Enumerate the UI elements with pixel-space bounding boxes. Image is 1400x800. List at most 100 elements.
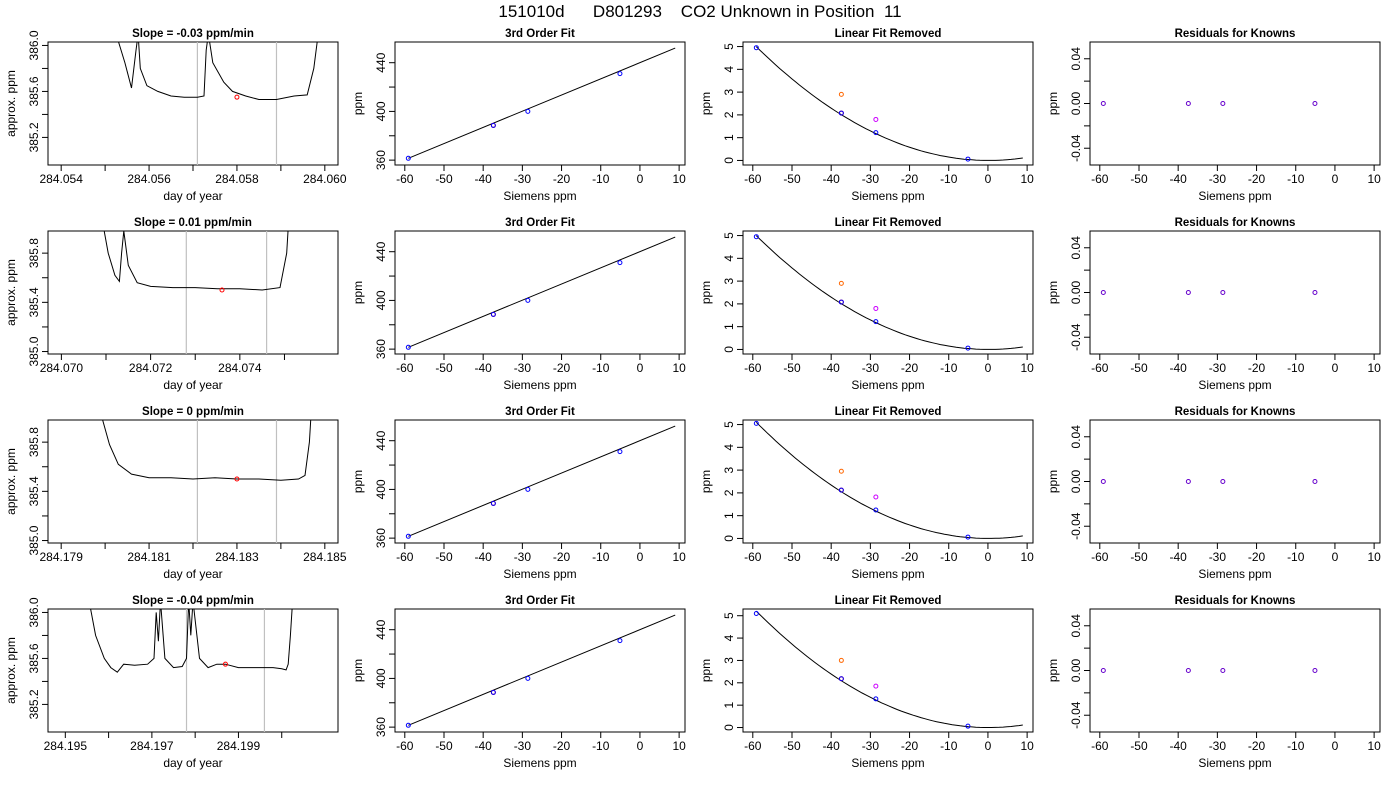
x-tick-label: -30 <box>514 739 532 753</box>
y-tick-label: 4 <box>722 66 736 73</box>
x-tick-label: 10 <box>672 172 686 186</box>
panel-row2-lin: Linear Fit Removed -60 -50 -40 -30 -20 -10 0 10 0… <box>699 217 1034 392</box>
x-tick-label: -50 <box>1130 172 1148 186</box>
data-point <box>1185 668 1191 673</box>
y-tick-label: 1 <box>722 134 736 141</box>
y-tick-label: 0.00 <box>1069 469 1083 493</box>
x-tick-label: -10 <box>592 172 610 186</box>
data-point <box>873 683 879 689</box>
panel-row1-lin: Linear Fit Removed -60 -50 -40 -30 -20 -10 0 10 0… <box>699 28 1034 203</box>
panel-row4-trace: Slope = -0.04 ppm/min 284.195 284.197 284.1… <box>4 595 339 770</box>
panel-title: Slope = 0.01 ppm/min <box>134 217 252 229</box>
x-tick-label: -20 <box>901 361 919 375</box>
data-point <box>873 319 879 325</box>
y-tick-label: 440 <box>374 241 388 261</box>
panel-title: Residuals for Knowns <box>1175 217 1296 229</box>
data-point <box>1312 479 1318 484</box>
plot-area <box>118 42 318 165</box>
data-point <box>1100 101 1106 106</box>
y-tick-label: 2 <box>722 111 736 118</box>
x-tick-label: 0 <box>637 550 644 564</box>
plot-area <box>90 609 293 732</box>
x-tick-label: -20 <box>553 172 571 186</box>
y-axis-label: ppm <box>1046 470 1060 493</box>
trace-line <box>118 42 318 100</box>
x-tick-label: -20 <box>901 739 919 753</box>
x-tick-label: -10 <box>940 361 958 375</box>
data-point <box>873 507 879 513</box>
x-tick-label: -20 <box>553 739 571 753</box>
data-point <box>1220 479 1226 484</box>
data-point <box>405 344 411 350</box>
data-point <box>753 610 759 616</box>
panel-row3-trace: Slope = 0 ppm/min 284.179 284.181 284.183 28… <box>4 406 347 581</box>
y-tick-label: 0.00 <box>1069 91 1083 115</box>
x-tick-label: 284.072 <box>129 361 173 375</box>
x-tick-label: -20 <box>1248 550 1266 564</box>
fit-line <box>408 236 676 348</box>
panel-title: Slope = -0.04 ppm/min <box>132 595 254 607</box>
data-point <box>1220 668 1226 673</box>
y-axis-label: ppm <box>351 470 365 493</box>
y-tick-label: 1 <box>722 512 736 519</box>
x-tick-label: -50 <box>783 739 801 753</box>
panel-title: 3rd Order Fit <box>505 217 575 229</box>
y-tick-label: 385.2 <box>27 689 41 719</box>
unknown-marker <box>222 661 228 667</box>
x-tick-label: 10 <box>1020 739 1034 753</box>
y-tick-label: 385.8 <box>27 427 41 457</box>
x-tick-label: 10 <box>1367 172 1381 186</box>
plot-area <box>1100 479 1318 484</box>
x-tick-label: -50 <box>783 361 801 375</box>
y-tick-label: 440 <box>374 52 388 72</box>
x-tick-label: -40 <box>823 361 841 375</box>
y-tick-label: 385.8 <box>27 238 41 268</box>
data-point <box>838 657 844 663</box>
x-tick-label: -20 <box>553 361 571 375</box>
y-tick-label: 3 <box>722 277 736 284</box>
data-point <box>525 486 531 492</box>
x-tick-label: 10 <box>1367 739 1381 753</box>
panel-row1-fit: 3rd Order Fit -60 -50 -40 -30 -20 -10 0 10 360 400… <box>351 28 686 203</box>
x-tick-label: 284.185 <box>303 550 347 564</box>
plot-area <box>405 614 676 728</box>
plot-frame <box>1089 419 1381 544</box>
data-point <box>1220 101 1226 106</box>
panel-row3-lin: Linear Fit Removed -60 -50 -40 -30 -20 -10 0 10 0… <box>699 406 1034 581</box>
x-tick-label: -40 <box>1170 361 1188 375</box>
x-tick-label: -40 <box>1170 550 1188 564</box>
page-title: 151010d D801293 CO2 Unknown in Position … <box>498 2 902 21</box>
panel-title: 3rd Order Fit <box>505 595 575 607</box>
data-point <box>965 345 971 351</box>
y-tick-label: 5 <box>722 232 736 239</box>
y-tick-label: 3 <box>722 657 736 664</box>
x-tick-label: 0 <box>985 172 992 186</box>
x-tick-label: -50 <box>435 172 453 186</box>
x-tick-label: 284.195 <box>44 739 88 753</box>
x-tick-label: 284.054 <box>39 172 83 186</box>
y-tick-label: 0 <box>722 157 736 164</box>
data-point <box>617 638 623 644</box>
unknown-marker <box>219 287 225 293</box>
x-tick-label: 0 <box>985 361 992 375</box>
x-tick-label: -50 <box>1130 361 1148 375</box>
x-tick-label: 284.058 <box>215 172 259 186</box>
x-tick-label: -60 <box>396 739 414 753</box>
x-tick-label: 10 <box>1020 172 1034 186</box>
panel-row4-fit: 3rd Order Fit -60 -50 -40 -30 -20 -10 0 10 360 400… <box>351 595 686 770</box>
x-axis-label: Siemens ppm <box>851 189 924 203</box>
x-tick-label: 284.070 <box>40 361 84 375</box>
x-tick-label: 0 <box>637 172 644 186</box>
y-axis-label: ppm <box>1046 92 1060 115</box>
x-tick-label: -30 <box>862 361 880 375</box>
y-tick-label: 5 <box>722 612 736 619</box>
data-point <box>838 280 844 286</box>
x-tick-label: -40 <box>1170 739 1188 753</box>
data-point <box>490 122 496 128</box>
y-axis-label: ppm <box>699 281 713 304</box>
y-tick-label: -0.04 <box>1069 134 1083 162</box>
y-tick-label: 400 <box>374 101 388 121</box>
plot-frame <box>394 608 686 733</box>
y-tick-label: -0.04 <box>1069 512 1083 540</box>
y-axis-label: ppm <box>1046 659 1060 682</box>
